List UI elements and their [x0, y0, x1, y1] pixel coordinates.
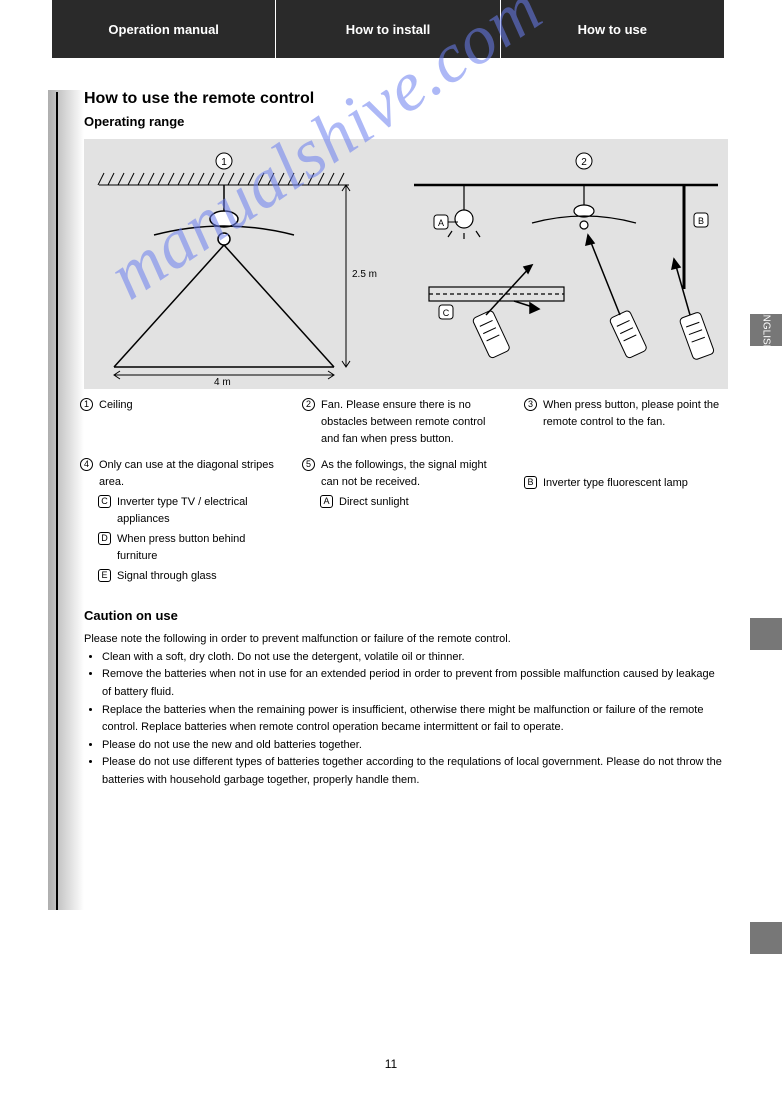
caution-item-5: Please do not use different types of bat…: [102, 754, 726, 789]
side-tab-english[interactable]: ENGLISH: [750, 314, 782, 346]
legend-sq-e: E: [98, 569, 111, 582]
legend-bullet-1: 1: [80, 398, 93, 411]
svg-text:A: A: [438, 218, 444, 228]
legend-sq-b: B: [524, 476, 537, 489]
header-tab-install[interactable]: How to install: [276, 0, 500, 58]
legend-text-3: When press button, please point the remo…: [543, 397, 726, 431]
svg-text:2: 2: [581, 157, 587, 168]
legend-sq-c-text: Inverter type TV / electrical appliances: [117, 494, 282, 528]
svg-text:B: B: [698, 216, 704, 226]
legend-text-1: Ceiling: [99, 397, 133, 414]
legend-bullet-3: 3: [524, 398, 537, 411]
legend-sq-d-text: When press button behind furniture: [117, 531, 282, 565]
caution-para: Please note the following in order to pr…: [84, 631, 726, 649]
side-tab-3[interactable]: [750, 922, 782, 954]
legend-bullet-4: 4: [80, 458, 93, 471]
legend-notes: 1 Ceiling 2 Fan. Please ensure there is no…: [80, 397, 726, 588]
legend-sq-a-text: Direct sunlight: [339, 494, 409, 511]
operating-range-diagram: 1: [84, 139, 728, 389]
legend-text-5: As the followings, the signal might can …: [321, 457, 504, 491]
page-number: 11: [0, 1057, 782, 1071]
side-tab-2[interactable]: [750, 618, 782, 650]
section-subtitle: Operating range: [84, 114, 726, 129]
legend-text-2: Fan. Please ensure there is no obstacles…: [321, 397, 504, 448]
caution-block: Caution on use Please note the following…: [84, 606, 726, 789]
header-tab-manual[interactable]: Operation manual: [52, 0, 276, 58]
caution-item-1: Clean with a soft, dry cloth. Do not use…: [102, 649, 726, 667]
caution-list: Clean with a soft, dry cloth. Do not use…: [102, 649, 726, 790]
content-area: How to use the remote control Operating …: [66, 90, 726, 790]
header-tabs: Operation manual How to install How to u…: [52, 0, 724, 58]
caution-item-4: Please do not use the new and old batter…: [102, 737, 726, 755]
dim-height-label: 2.5 m: [352, 269, 377, 280]
caution-title: Caution on use: [84, 606, 726, 627]
svg-text:1: 1: [221, 157, 227, 168]
section-vertical-bar: [56, 92, 58, 910]
svg-text:C: C: [443, 308, 450, 318]
legend-text-4: Only can use at the diagonal stripes are…: [99, 457, 282, 491]
legend-sq-c: C: [98, 495, 111, 508]
legend-sq-b-text: Inverter type fluorescent lamp: [543, 475, 688, 492]
legend-bullet-2: 2: [302, 398, 315, 411]
caution-item-3: Replace the batteries when the remaining…: [102, 702, 726, 737]
legend-sq-e-text: Signal through glass: [117, 568, 217, 585]
caution-item-2: Remove the batteries when not in use for…: [102, 666, 726, 701]
legend-bullet-5: 5: [302, 458, 315, 471]
legend-sq-d: D: [98, 532, 111, 545]
dim-width-label: 4 m: [214, 377, 231, 388]
legend-sq-a: A: [320, 495, 333, 508]
section-title: How to use the remote control: [84, 90, 726, 108]
header-tab-use[interactable]: How to use: [501, 0, 724, 58]
